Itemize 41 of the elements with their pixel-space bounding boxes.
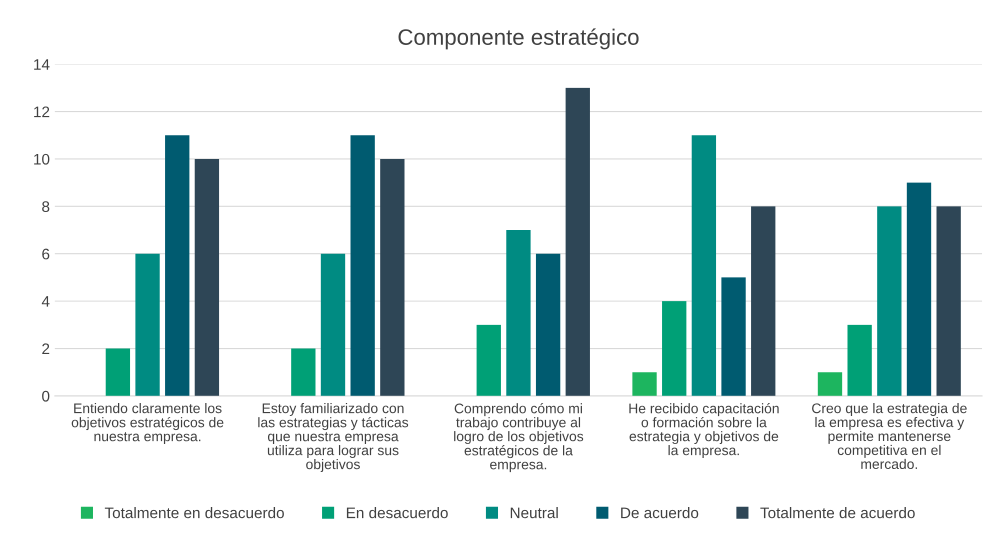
bar <box>291 348 316 396</box>
y-tick-label: 0 <box>42 390 50 402</box>
x-tick-label: Creo que la estrategia de la empresa es efectiva y permite mantenerse competitiva en el mercado. <box>812 403 967 470</box>
y-tick-label: 10 <box>34 154 50 165</box>
x-tick-label: Entiendo claramente los objetivos estratégicos de nuestra empresa. <box>72 403 224 444</box>
bar <box>721 277 746 396</box>
bar <box>106 348 130 396</box>
x-tick-label: He recibido capacitación o formación sobre la estrategia y objetivos de la empresa. <box>629 403 779 458</box>
x-tick-label: Comprendo cómo mi trabajo contribuye al logro de los objetivos estratégicos de la empresa. <box>454 403 584 472</box>
legend-label: Totalmente en desacuerdo <box>104 507 284 518</box>
bar <box>476 324 501 396</box>
bar <box>320 254 346 396</box>
bar <box>536 254 560 396</box>
bar <box>847 324 872 396</box>
bar <box>751 206 776 396</box>
y-tick-label: 4 <box>42 296 50 307</box>
chart-title: Componente estratégico <box>398 28 639 50</box>
bar <box>877 206 902 396</box>
bar <box>135 254 160 396</box>
bar <box>165 135 190 396</box>
y-tick-label: 6 <box>42 248 50 260</box>
legend-label: En desacuerdo <box>346 507 448 518</box>
bar <box>566 88 590 396</box>
bar <box>936 206 961 396</box>
bar <box>506 230 531 396</box>
bar <box>194 158 220 396</box>
bar <box>692 135 716 396</box>
bar <box>818 372 842 396</box>
bar <box>662 301 686 396</box>
y-tick-label: 12 <box>34 106 50 118</box>
bar <box>350 135 375 396</box>
y-tick-label: 8 <box>42 201 50 212</box>
bar <box>380 158 405 396</box>
legend-label: Totalmente de acuerdo <box>760 507 915 518</box>
legend-label: De acuerdo <box>621 507 698 518</box>
bar <box>632 372 657 396</box>
x-tick-label: Estoy familiarizado con las estrategias y tácticas que nuestra empresa utiliza para lograr sus objetivos <box>258 403 408 472</box>
legend-label: Neutral <box>510 507 558 518</box>
y-tick-label: 14 <box>34 59 50 70</box>
y-tick-label: 2 <box>42 343 50 354</box>
bar <box>906 182 932 396</box>
